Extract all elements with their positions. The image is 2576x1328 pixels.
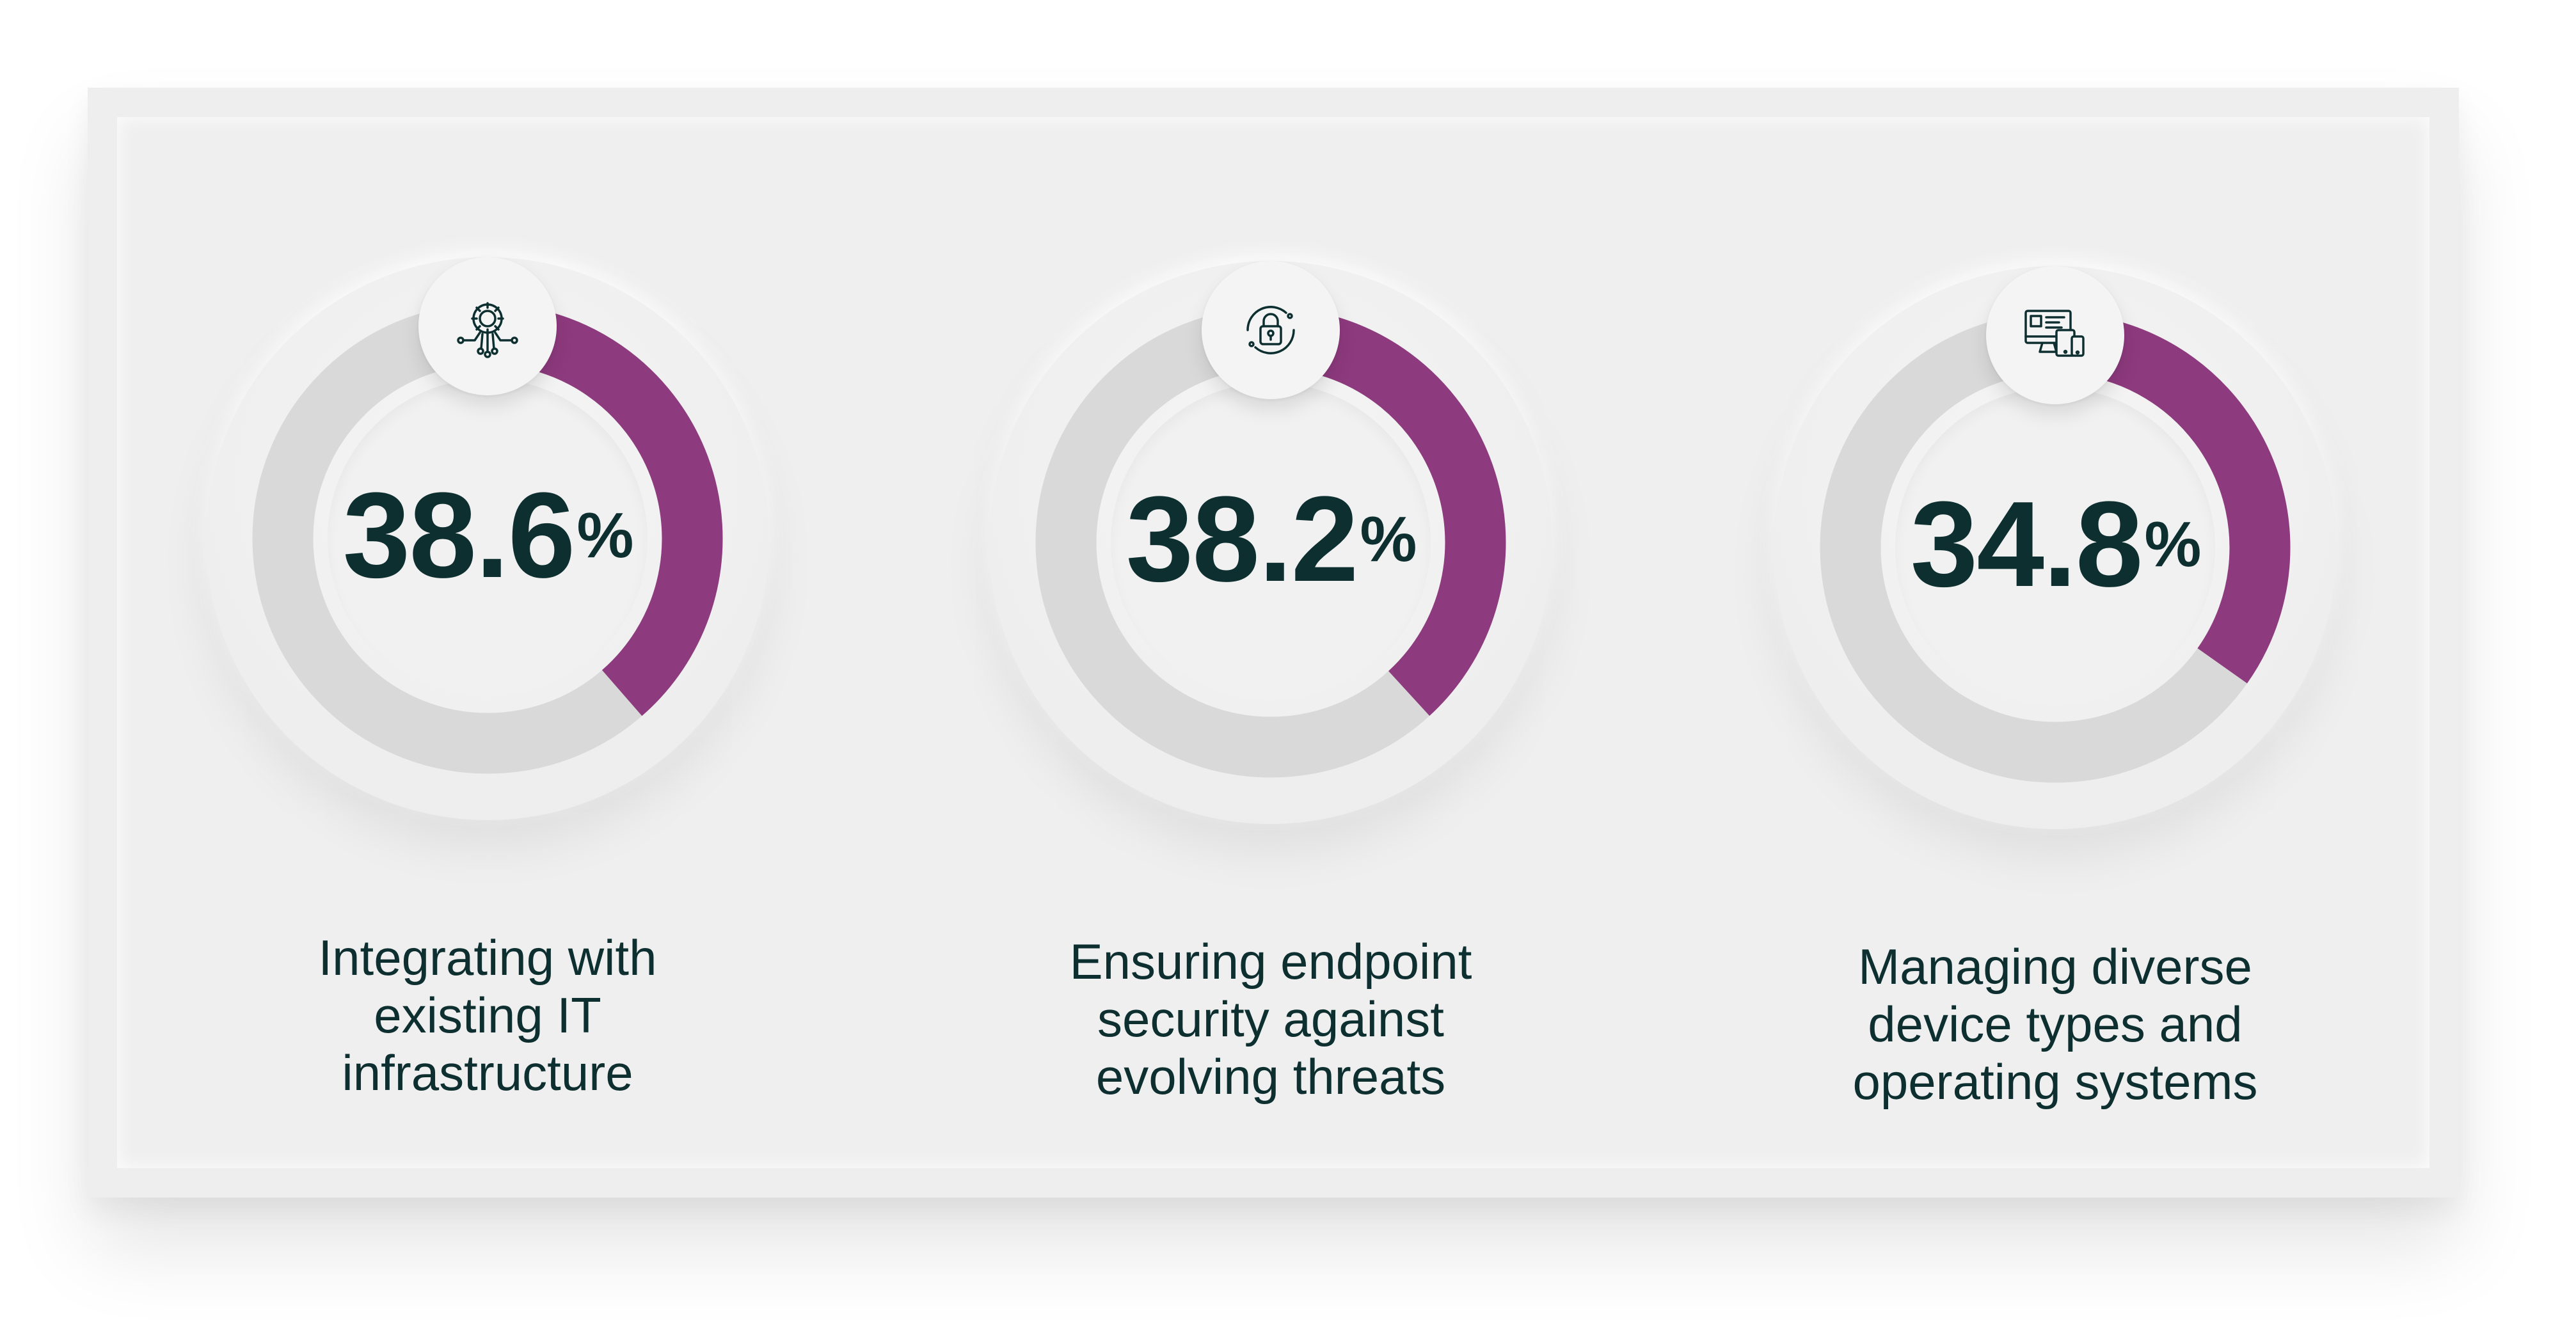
percent-sign: % [2144, 509, 2201, 580]
icon-badge [1986, 266, 2124, 404]
icon-badge [418, 257, 557, 395]
icon-badge [1202, 261, 1340, 399]
gear-circuit-icon [457, 302, 518, 358]
percent-sign: % [1360, 503, 1417, 575]
stat-label: Ensuring endpoint security against evolv… [1069, 933, 1472, 1105]
donut-center [1895, 388, 2215, 707]
stat-card-integration: 38.6% Integrating with existing IT infra… [168, 219, 807, 1178]
padlock-icon [1246, 306, 1295, 354]
donut-chart: 34.8% [1735, 228, 2375, 867]
percentage-value: 34.8% [1910, 477, 2202, 612]
donut-chart: 38.2% [951, 223, 1591, 862]
percent-sign: % [576, 500, 633, 571]
donut-center [328, 379, 648, 699]
donut-chart: 38.6% [168, 219, 807, 858]
percentage-value: 38.6% [342, 468, 634, 603]
percentage-value: 38.2% [1125, 471, 1417, 607]
donut-value-arc [1270, 307, 1506, 716]
donut-value-arc [487, 303, 723, 716]
stat-label: Integrating with existing IT infrastruct… [318, 929, 657, 1101]
stat-card-devices: 34.8% Managing diverse device types and … [1735, 228, 2375, 1187]
stat-card-security: 38.2% Ensuring endpoint security against… [951, 223, 1591, 1182]
devices-icon [2024, 310, 2085, 357]
stat-label: Managing diverse device types and operat… [1852, 938, 2258, 1110]
donut-value-arc [2055, 312, 2291, 684]
donut-center [1111, 383, 1431, 702]
